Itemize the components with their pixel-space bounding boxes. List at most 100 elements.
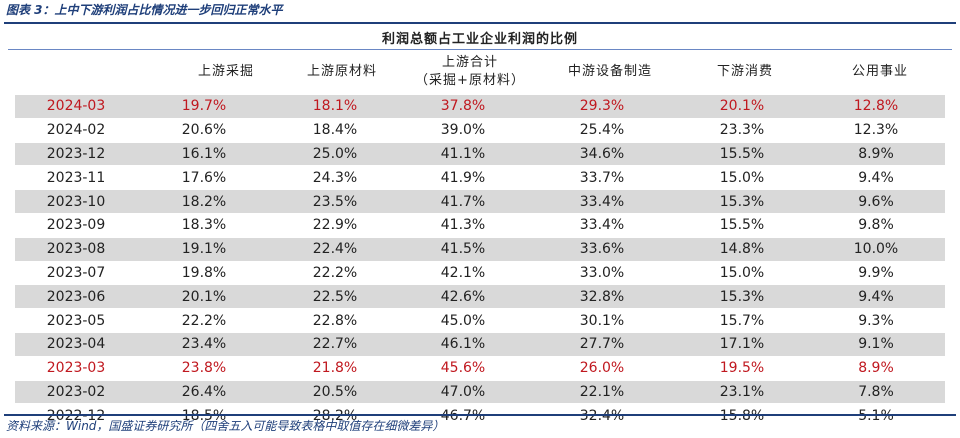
column-header-label: 上游原材料: [306, 64, 378, 79]
value-cell: 22.8%: [271, 308, 399, 333]
value-cell: 29.3%: [527, 94, 677, 119]
column-header: 上游采掘: [198, 50, 254, 94]
value-cell: 23.1%: [677, 379, 807, 404]
table-row: 2023-04 23.4% 22.7% 46.1% 27.7% 17.1% 9.1%: [15, 331, 945, 357]
value-cell: 22.1%: [527, 379, 677, 404]
row-date-cell: 2023-04: [15, 331, 137, 357]
value-cell: 15.5%: [677, 212, 807, 238]
row-date-cell: 2023-05: [15, 308, 137, 333]
column-header: 上游原材料: [307, 50, 377, 94]
group-rule: [8, 49, 952, 50]
column-header-label: 公用事业: [851, 64, 909, 79]
figure-caption: 图表 3：上中下游利润占比情况进一步回归正常水平: [6, 3, 283, 17]
value-cell: 42.1%: [399, 260, 527, 285]
value-cell: 34.6%: [527, 141, 677, 166]
value-cell: 20.5%: [271, 379, 399, 404]
value-cell: 41.3%: [399, 212, 527, 238]
value-cell: 41.5%: [399, 236, 527, 262]
value-cell: 20.1%: [137, 284, 271, 309]
value-cell: 27.7%: [527, 331, 677, 357]
value-cell: 42.6%: [399, 284, 527, 309]
value-cell: 14.8%: [677, 236, 807, 262]
value-cell: 22.2%: [271, 260, 399, 285]
table-group-title: 利润总额占工业企业利润的比例: [381, 32, 578, 47]
value-cell: 19.1%: [137, 236, 271, 262]
value-cell: 39.0%: [399, 117, 527, 143]
table-row: 2023-11 17.6% 24.3% 41.9% 33.7% 15.0% 9.4%: [15, 165, 945, 190]
table-row: 2023-07 19.8% 22.2% 42.1% 33.0% 15.0% 9.9%: [15, 260, 945, 285]
value-cell: 9.3%: [807, 308, 945, 333]
table-row: 2023-10 18.2% 23.5% 41.7% 33.4% 15.3% 9.6%: [15, 189, 945, 214]
value-cell: 45.0%: [399, 308, 527, 333]
value-cell: 9.6%: [807, 189, 945, 214]
value-cell: 41.9%: [399, 165, 527, 190]
column-header-label: 中游设备制造: [567, 64, 653, 79]
value-cell: 20.1%: [677, 94, 807, 119]
value-cell: 17.1%: [677, 331, 807, 357]
table-row: 2023-12 16.1% 25.0% 41.1% 34.6% 15.5% 8.9%: [15, 141, 945, 166]
column-header-sublabel: （采掘+原材料）: [415, 73, 525, 88]
value-cell: 12.8%: [807, 94, 945, 119]
top-rule: [4, 22, 956, 24]
value-cell: 15.3%: [677, 284, 807, 309]
value-cell: 32.8%: [527, 284, 677, 309]
value-cell: 33.0%: [527, 260, 677, 285]
value-cell: 18.2%: [137, 189, 271, 214]
value-cell: 19.5%: [677, 355, 807, 381]
value-cell: 10.0%: [807, 236, 945, 262]
value-cell: 8.9%: [807, 355, 945, 381]
value-cell: 19.7%: [137, 94, 271, 119]
table-header: 上游采掘 上游原材料 上游合计 （采掘+原材料） 中游设备制造 下游消费 公用事业: [0, 50, 960, 94]
value-cell: 20.6%: [137, 117, 271, 143]
row-date-cell: 2023-10: [15, 189, 137, 214]
table-row: 2024-02 20.6% 18.4% 39.0% 25.4% 23.3% 12.3%: [15, 117, 945, 143]
value-cell: 33.7%: [527, 165, 677, 190]
table-row: 2023-05 22.2% 22.8% 45.0% 30.1% 15.7% 9.3%: [15, 308, 945, 333]
value-cell: 21.8%: [271, 355, 399, 381]
value-cell: 26.0%: [527, 355, 677, 381]
value-cell: 16.1%: [137, 141, 271, 166]
column-header: 中游设备制造: [568, 50, 652, 94]
column-header-label: 上游合计: [441, 55, 498, 70]
bottom-rule: [4, 414, 956, 416]
value-cell: 9.8%: [807, 212, 945, 238]
table-row: 2024-03 19.7% 18.1% 37.8% 29.3% 20.1% 12.8%: [15, 94, 945, 119]
value-cell: 33.6%: [527, 236, 677, 262]
row-date-cell: 2023-12: [15, 141, 137, 166]
value-cell: 22.4%: [271, 236, 399, 262]
value-cell: 23.8%: [137, 355, 271, 381]
value-cell: 8.9%: [807, 141, 945, 166]
value-cell: 33.4%: [527, 212, 677, 238]
column-header: 上游合计 （采掘+原材料）: [415, 50, 525, 94]
row-date-cell: 2023-03: [15, 355, 137, 381]
value-cell: 26.4%: [137, 379, 271, 404]
value-cell: 23.4%: [137, 331, 271, 357]
value-cell: 41.1%: [399, 141, 527, 166]
value-cell: 15.0%: [677, 260, 807, 285]
table-row: 2023-09 18.3% 22.9% 41.3% 33.4% 15.5% 9.8%: [15, 212, 945, 238]
value-cell: 18.4%: [271, 117, 399, 143]
row-date-cell: 2023-11: [15, 165, 137, 190]
row-date-cell: 2023-09: [15, 212, 137, 238]
row-date-cell: 2023-08: [15, 236, 137, 262]
value-cell: 15.7%: [677, 308, 807, 333]
row-date-cell: 2024-02: [15, 117, 137, 143]
value-cell: 24.3%: [271, 165, 399, 190]
value-cell: 30.1%: [527, 308, 677, 333]
row-date-cell: 2023-02: [15, 379, 137, 404]
value-cell: 9.4%: [807, 284, 945, 309]
value-cell: 41.7%: [399, 189, 527, 214]
value-cell: 47.0%: [399, 379, 527, 404]
value-cell: 18.3%: [137, 212, 271, 238]
value-cell: 23.3%: [677, 117, 807, 143]
value-cell: 22.9%: [271, 212, 399, 238]
value-cell: 18.1%: [271, 94, 399, 119]
value-cell: 23.5%: [271, 189, 399, 214]
column-header: 下游消费: [717, 50, 773, 94]
value-cell: 12.3%: [807, 117, 945, 143]
column-header: 公用事业: [852, 50, 908, 94]
value-cell: 22.2%: [137, 308, 271, 333]
value-cell: 25.0%: [271, 141, 399, 166]
value-cell: 9.9%: [807, 260, 945, 285]
column-header-label: 上游采掘: [197, 64, 255, 79]
